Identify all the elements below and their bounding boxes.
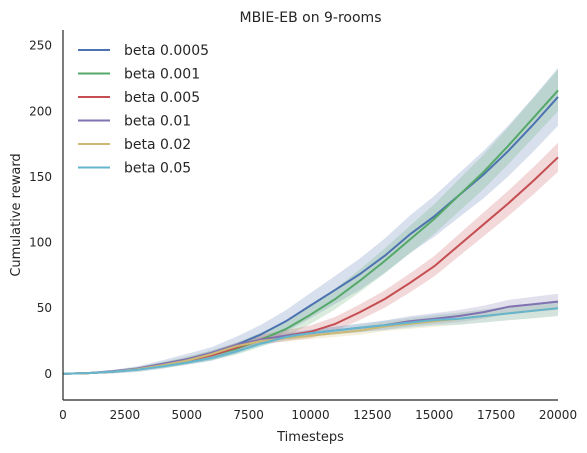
series-band-2 bbox=[63, 142, 558, 374]
y-tick-label: 150 bbox=[29, 170, 52, 184]
x-tick-label: 7500 bbox=[233, 408, 264, 422]
x-tick-label: 15000 bbox=[415, 408, 453, 422]
legend: beta 0.0005 beta 0.001 beta 0.005 beta 0.01… bbox=[78, 43, 209, 177]
x-tick-labels: 0 2500 5000 7500 10000 12500 15000 17500 20000 bbox=[59, 408, 577, 422]
series-band-0 bbox=[63, 68, 558, 374]
legend-label-5: beta 0.05 bbox=[124, 161, 191, 177]
y-tick-label: 0 bbox=[44, 367, 52, 381]
y-tick-label: 200 bbox=[29, 104, 52, 118]
series-line-5 bbox=[62, 307, 559, 375]
x-tick-label: 12500 bbox=[353, 408, 391, 422]
y-tick-label: 250 bbox=[29, 39, 52, 53]
series-lines bbox=[62, 89, 559, 375]
chart-title: MBIE-EB on 9-rooms bbox=[240, 10, 382, 26]
y-axis-title: Cumulative reward bbox=[9, 153, 24, 276]
legend-label-2: beta 0.005 bbox=[124, 90, 200, 106]
x-tick-label: 0 bbox=[59, 408, 67, 422]
legend-label-4: beta 0.02 bbox=[124, 137, 191, 153]
y-tick-labels: 0 50 100 150 200 250 bbox=[29, 39, 52, 381]
legend-label-3: beta 0.01 bbox=[124, 114, 191, 130]
x-tick-label: 20000 bbox=[539, 408, 577, 422]
legend-label-1: beta 0.001 bbox=[124, 67, 200, 83]
series-band-1 bbox=[63, 69, 558, 374]
x-tick-label: 17500 bbox=[477, 408, 515, 422]
legend-label-0: beta 0.0005 bbox=[124, 43, 209, 59]
x-tick-label: 5000 bbox=[171, 408, 202, 422]
y-tick-label: 50 bbox=[37, 301, 52, 315]
x-tick-label: 10000 bbox=[291, 408, 329, 422]
x-tick-label: 2500 bbox=[110, 408, 141, 422]
x-axis-title: Timesteps bbox=[276, 430, 344, 445]
y-tick-label: 100 bbox=[29, 236, 52, 250]
